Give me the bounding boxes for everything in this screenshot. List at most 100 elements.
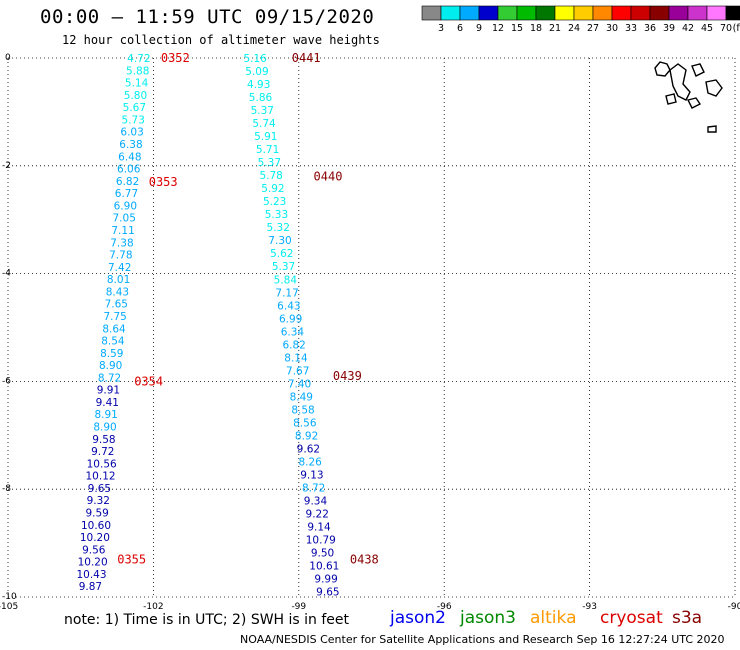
swh-value: 9.72 xyxy=(91,446,114,458)
swh-value: 10.20 xyxy=(80,532,110,544)
time-label: 0352 xyxy=(161,51,190,65)
swh-value: 8.43 xyxy=(106,286,129,298)
swh-value: 5.88 xyxy=(126,65,149,77)
swh-value: 5.62 xyxy=(270,248,293,260)
swh-value: 9.58 xyxy=(92,434,115,446)
y-tick-label: -8 xyxy=(2,484,11,494)
legend-swatch xyxy=(611,5,632,21)
legend-label: 45 xyxy=(701,23,713,34)
swh-value: 6.48 xyxy=(118,151,141,163)
swh-value: 5.37 xyxy=(258,157,281,169)
swh-value: 5.37 xyxy=(272,261,295,273)
galapagos-islands xyxy=(654,61,723,133)
swh-value: 8.49 xyxy=(290,391,313,403)
satellite-tracks: 4.725.885.145.805.675.736.036.386.486.06… xyxy=(76,51,378,599)
swh-value: 7.67 xyxy=(286,365,309,377)
island-outline xyxy=(686,97,702,109)
legend-label: 70 xyxy=(720,23,732,34)
legend-swatch xyxy=(725,5,740,21)
swh-value: 9.32 xyxy=(87,495,110,507)
swh-value: 7.38 xyxy=(110,237,133,249)
time-label: 0354 xyxy=(134,374,163,388)
swh-value: 7.30 xyxy=(268,235,291,247)
legend-label: 36 xyxy=(644,23,656,34)
legend-label: 15 xyxy=(511,23,523,34)
island-outline xyxy=(691,63,705,77)
swh-value: 9.34 xyxy=(304,496,328,508)
swh-value: 8.58 xyxy=(291,404,314,416)
swh-value: 5.32 xyxy=(267,222,290,234)
swh-value: 5.14 xyxy=(125,78,149,90)
swh-value: 9.65 xyxy=(88,483,111,495)
swh-value: 8.54 xyxy=(101,336,125,348)
legend-swatch xyxy=(459,5,480,21)
legend-label: 6 xyxy=(457,23,463,34)
legend-swatch xyxy=(573,5,594,21)
swh-value: 6.43 xyxy=(277,300,300,312)
swh-value: 5.71 xyxy=(256,144,279,156)
legend-label: 18 xyxy=(530,23,542,34)
x-tick-label: -102 xyxy=(143,602,163,612)
x-tick-label: -90 xyxy=(728,602,740,612)
time-label: 0440 xyxy=(314,170,343,184)
swh-value: 8.26 xyxy=(298,456,322,468)
legend-swatch xyxy=(440,5,461,21)
chart-title: 00:00 – 11:59 UTC 09/15/2020 xyxy=(40,6,375,28)
legend-label: 3 xyxy=(438,23,444,34)
legend-swatch xyxy=(478,5,499,21)
legend-label: 30 xyxy=(606,23,618,34)
time-label: 0438 xyxy=(350,552,379,566)
swh-value: 7.42 xyxy=(108,262,131,274)
swh-value: 5.23 xyxy=(263,196,286,208)
swh-value: 8.72 xyxy=(302,482,325,494)
swh-value: 4.72 xyxy=(127,53,150,65)
island-outline xyxy=(705,79,723,97)
swh-value: 8.90 xyxy=(99,360,122,372)
swh-value: 9.22 xyxy=(306,509,329,521)
swh-value: 10.60 xyxy=(81,520,111,532)
y-tick-label: -10 xyxy=(2,592,17,602)
island-outline xyxy=(669,63,691,101)
swh-value: 9.65 xyxy=(316,587,339,599)
swh-value: 8.01 xyxy=(107,274,130,286)
swh-value: 9.59 xyxy=(85,508,108,520)
swh-value: 5.16 xyxy=(243,53,267,65)
swh-value: 9.91 xyxy=(97,385,120,397)
legend-swatch xyxy=(706,5,727,21)
x-tick-label: -93 xyxy=(582,602,597,612)
swh-value: 7.05 xyxy=(113,213,136,225)
swh-value: 5.37 xyxy=(251,105,274,117)
swh-value: 9.87 xyxy=(79,581,102,593)
swh-value: 8.56 xyxy=(293,417,317,429)
swh-value: 6.03 xyxy=(120,127,143,139)
swh-value: 6.77 xyxy=(115,188,138,200)
swh-value: 6.34 xyxy=(281,326,305,338)
legend-swatch xyxy=(535,5,556,21)
swh-value: 5.84 xyxy=(274,274,298,286)
legend-swatch xyxy=(516,5,537,21)
swh-value: 6.06 xyxy=(117,164,141,176)
swh-value: 5.73 xyxy=(122,114,145,126)
axis-labels: 0 -2 -4 -6 -8 -10-105 -102 -99 -96 -93 -90 xyxy=(0,53,740,612)
swh-value: 10.61 xyxy=(309,561,339,573)
swh-value: 9.41 xyxy=(96,397,119,409)
legend-swatch xyxy=(554,5,575,21)
y-tick-label: -2 xyxy=(2,161,11,171)
swh-value: 5.78 xyxy=(259,170,282,182)
swh-value: 9.62 xyxy=(297,443,320,455)
legend-swatch xyxy=(497,5,518,21)
swh-value: 6.38 xyxy=(119,139,142,151)
swh-value: 9.56 xyxy=(82,544,106,556)
legend-label: 42 xyxy=(682,23,694,34)
time-label: 0353 xyxy=(149,175,178,189)
swh-value: 6.99 xyxy=(279,313,302,325)
legend-swatch xyxy=(421,5,442,21)
satellite-label-jason2: jason2 xyxy=(390,608,446,628)
swh-value: 6.82 xyxy=(116,176,139,188)
swh-value: 7.40 xyxy=(288,378,311,390)
swh-value: 4.93 xyxy=(247,79,270,91)
swh-value: 10.12 xyxy=(86,471,116,483)
legend-swatch xyxy=(649,5,670,21)
